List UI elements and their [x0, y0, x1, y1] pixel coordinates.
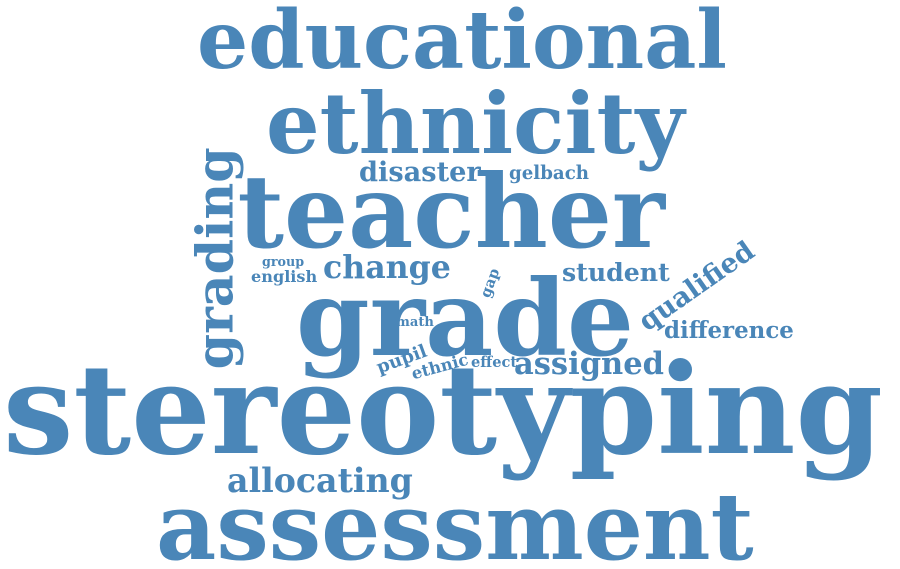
word-effect: effect — [471, 353, 518, 371]
word-educational: educational — [197, 0, 727, 87]
word-change: change — [323, 249, 451, 286]
word-difference: difference — [664, 316, 794, 344]
word-student: student — [562, 256, 670, 287]
word-assigned: assigned — [514, 345, 664, 382]
word-math: math — [396, 314, 434, 330]
word-assessment: assessment — [156, 471, 754, 569]
word-disaster: disaster — [359, 155, 481, 188]
word-group: group — [262, 253, 305, 269]
word-ethnicity: ethnicity — [266, 74, 685, 173]
word-gelbach: gelbach — [509, 163, 589, 184]
word-grading: grading — [184, 146, 245, 369]
word-english: english — [251, 267, 318, 286]
word-teacher: teacher — [237, 151, 665, 271]
word-grade: grade — [296, 255, 634, 380]
word-stereotyping: stereotyping — [3, 336, 883, 483]
word-allocating: allocating — [227, 460, 413, 500]
